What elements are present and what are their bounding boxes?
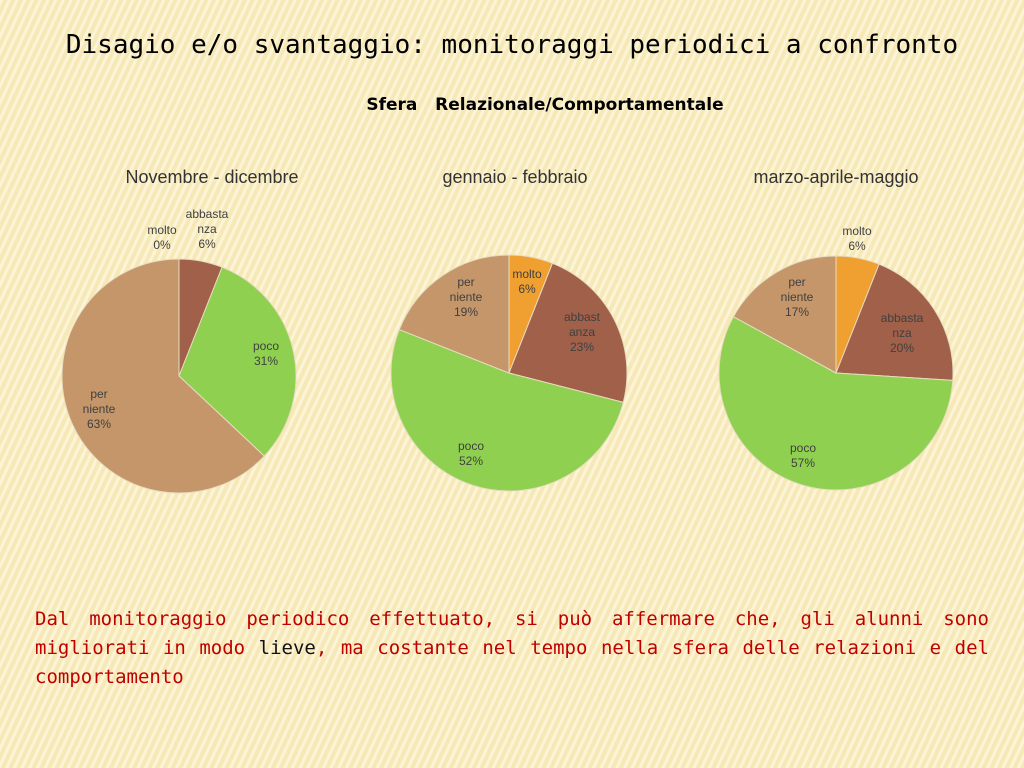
- pie-3: [718, 255, 954, 491]
- pie-3-label-poco: poco 57%: [790, 441, 816, 470]
- pie-1-label-abbastanza: abbasta nza 6%: [186, 207, 229, 251]
- pie-3-label-per_niente: per niente 17%: [781, 275, 814, 319]
- pie-1-label-molto: molto 0%: [147, 223, 177, 252]
- pie-2-label-molto: molto 6%: [512, 267, 542, 296]
- pie-1-slice-per_niente: [61, 258, 265, 494]
- pie-3-slice-poco: [718, 315, 954, 491]
- conclusion-text: Dal monitoraggio periodico effettuato, s…: [35, 605, 989, 692]
- pie-title-2: gennaio - febbraio: [442, 167, 588, 187]
- pie-3-slice-per_niente: [732, 255, 837, 374]
- pie-1-slice-poco: [178, 266, 297, 457]
- conclusion-part-1: Dal monitoraggio periodico effettuato, s…: [35, 608, 989, 659]
- pie-3-slice-abbastanza: [835, 263, 954, 381]
- slide-title: Disagio e/o svantaggio: monitoraggi peri…: [65, 30, 959, 60]
- pie-1-label-poco: poco 31%: [253, 339, 279, 368]
- conclusion-emphasis: lieve: [258, 637, 316, 659]
- pie-1-label-per_niente: per niente 63%: [83, 387, 116, 431]
- pie-title-3: marzo-aprile-maggio: [753, 167, 919, 187]
- pie-2-slice-per_niente: [398, 254, 510, 374]
- pie-2: [390, 254, 628, 492]
- conclusion-part-2: , ma costante nel tempo nella sfera dell…: [35, 637, 989, 688]
- pie-2-label-poco: poco 52%: [458, 439, 484, 468]
- pie-1: [61, 258, 297, 494]
- pie-2-slice-abbastanza: [508, 262, 628, 403]
- pie-2-slice-poco: [390, 328, 624, 492]
- pie-2-label-abbastanza: abbast anza 23%: [564, 310, 601, 354]
- pie-3-label-abbastanza: abbasta nza 20%: [881, 311, 924, 355]
- slide-subtitle: Sfera Relazionale/Comportamentale: [366, 95, 724, 115]
- pie-title-1: Novembre - dicembre: [125, 167, 299, 187]
- pie-2-label-per_niente: per niente 19%: [450, 275, 483, 319]
- pie-3-label-molto: molto 6%: [842, 224, 872, 253]
